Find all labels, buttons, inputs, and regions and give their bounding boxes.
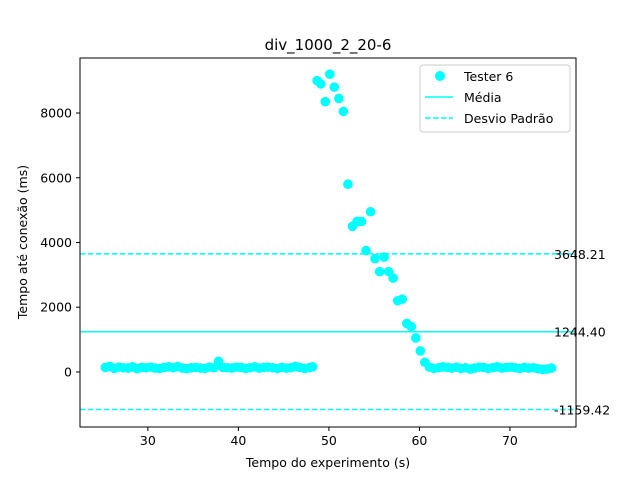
y-axis: 0 2000 4000 6000 8000 [40, 106, 80, 379]
legend-box [419, 64, 571, 133]
chart-title: div_1000_2_20-6 [265, 36, 392, 55]
data-point [315, 79, 326, 89]
y-axis-label: Tempo até conexão (ms) [15, 165, 30, 320]
data-point [343, 179, 353, 190]
data-point [325, 69, 335, 79]
x-axis-label: Tempo do experimento (s) [245, 455, 410, 470]
reference-line-label-1: 3648.21 [554, 247, 606, 262]
reference-line-label-0: 1244.40 [554, 325, 606, 340]
y-tick-label: 8000 [40, 106, 72, 121]
x-tick-label: 30 [140, 433, 156, 448]
plot-area [80, 69, 576, 411]
data-point [338, 106, 349, 117]
data-point [329, 82, 340, 92]
y-tick-label: 6000 [40, 170, 72, 185]
data-point [379, 252, 389, 262]
x-tick-label: 40 [230, 433, 246, 448]
x-tick-label: 50 [321, 433, 337, 448]
data-point [374, 266, 385, 277]
data-point [370, 253, 380, 264]
legend: Tester 6 Média Desvio Padrão [419, 64, 571, 133]
x-tick-label: 70 [502, 433, 518, 448]
data-point [397, 294, 408, 304]
data-point [388, 273, 398, 283]
reference-line-labels: 1244.40 3648.21 -1159.42 [554, 247, 610, 418]
legend-marker-tester-6 [435, 71, 445, 81]
legend-label-media: Média [464, 90, 502, 105]
x-axis: 30 40 50 60 70 [140, 427, 518, 448]
x-tick-label: 60 [411, 433, 427, 448]
data-point [410, 333, 421, 343]
y-tick-label: 4000 [40, 235, 72, 250]
legend-label-desvio-padrao: Desvio Padrão [464, 111, 553, 126]
data-point [361, 245, 371, 256]
y-tick-label: 0 [64, 364, 72, 379]
data-point [365, 206, 376, 217]
data-point [320, 96, 331, 107]
data-point [406, 321, 417, 332]
data-point [546, 363, 557, 373]
data-point [334, 93, 344, 104]
legend-label-tester-6: Tester 6 [463, 69, 513, 84]
data-point [307, 361, 318, 372]
y-tick-label: 2000 [40, 300, 72, 315]
data-point [415, 346, 426, 356]
reference-line-label-2: -1159.42 [554, 403, 610, 418]
data-point [356, 216, 367, 227]
